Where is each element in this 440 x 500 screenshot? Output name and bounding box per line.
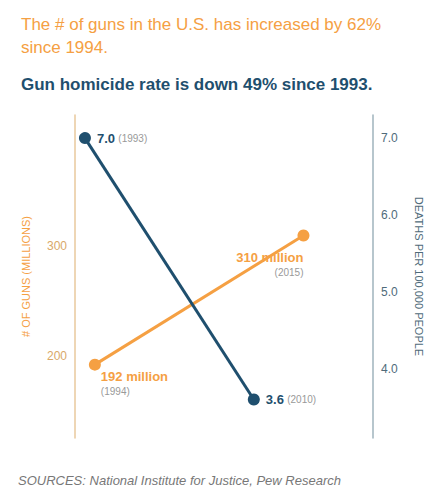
- svg-text:6.0: 6.0: [381, 208, 398, 222]
- svg-text:since 1994.: since 1994.: [21, 38, 108, 57]
- svg-text:300: 300: [47, 239, 67, 253]
- svg-text:7.0: 7.0: [97, 131, 115, 146]
- svg-text:310 million: 310 million: [236, 250, 303, 265]
- svg-text:# OF GUNS (MILLIONS): # OF GUNS (MILLIONS): [20, 216, 32, 337]
- svg-text:The # of guns in the U.S. has: The # of guns in the U.S. has increased …: [21, 15, 386, 34]
- svg-text:SOURCES: National Institute fo: SOURCES: National Institute for Justice,…: [18, 473, 341, 488]
- svg-text:192 million: 192 million: [101, 369, 168, 384]
- svg-text:7.0: 7.0: [381, 131, 398, 145]
- svg-text:200: 200: [47, 349, 67, 363]
- svg-text:4.0: 4.0: [381, 362, 398, 376]
- svg-text:5.0: 5.0: [381, 285, 398, 299]
- svg-text:Gun homicide rate is down 49%: Gun homicide rate is down 49% since 1993…: [21, 75, 372, 94]
- svg-text:(1994): (1994): [101, 386, 130, 397]
- svg-text:(2015): (2015): [275, 267, 304, 278]
- svg-text:(2010): (2010): [287, 394, 316, 405]
- svg-text:3.6: 3.6: [266, 392, 284, 407]
- svg-text:(1993): (1993): [118, 133, 147, 144]
- svg-text:DEATHS PER 100,000 PEOPLE: DEATHS PER 100,000 PEOPLE: [413, 197, 425, 356]
